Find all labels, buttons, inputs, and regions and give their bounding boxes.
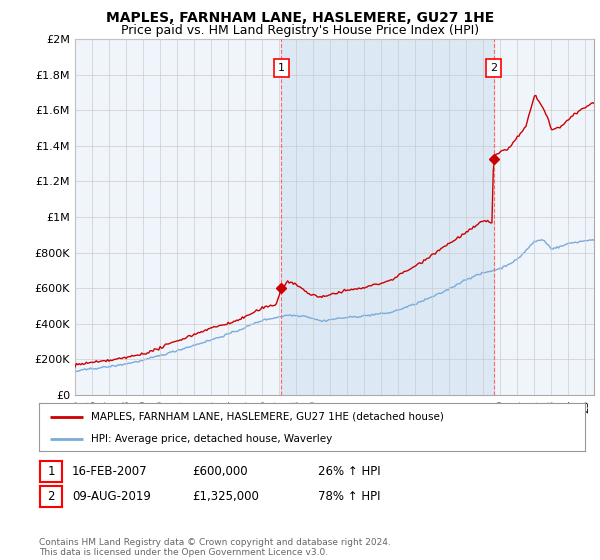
Text: Contains HM Land Registry data © Crown copyright and database right 2024.
This d: Contains HM Land Registry data © Crown c… [39, 538, 391, 557]
Text: £600,000: £600,000 [192, 465, 248, 478]
Text: HPI: Average price, detached house, Waverley: HPI: Average price, detached house, Wave… [91, 434, 332, 444]
Text: 2: 2 [47, 490, 55, 503]
Text: 78% ↑ HPI: 78% ↑ HPI [318, 490, 380, 503]
Text: 09-AUG-2019: 09-AUG-2019 [72, 490, 151, 503]
Bar [281, 39, 494, 395]
Text: MAPLES, FARNHAM LANE, HASLEMERE, GU27 1HE (detached house): MAPLES, FARNHAM LANE, HASLEMERE, GU27 1H… [91, 412, 444, 422]
Text: £1,325,000: £1,325,000 [192, 490, 259, 503]
Text: 26% ↑ HPI: 26% ↑ HPI [318, 465, 380, 478]
Text: 1: 1 [278, 63, 285, 73]
Text: MAPLES, FARNHAM LANE, HASLEMERE, GU27 1HE: MAPLES, FARNHAM LANE, HASLEMERE, GU27 1H… [106, 11, 494, 25]
Text: 2: 2 [490, 63, 497, 73]
Text: 1: 1 [47, 465, 55, 478]
Text: 16-FEB-2007: 16-FEB-2007 [72, 465, 148, 478]
Text: Price paid vs. HM Land Registry's House Price Index (HPI): Price paid vs. HM Land Registry's House … [121, 24, 479, 36]
